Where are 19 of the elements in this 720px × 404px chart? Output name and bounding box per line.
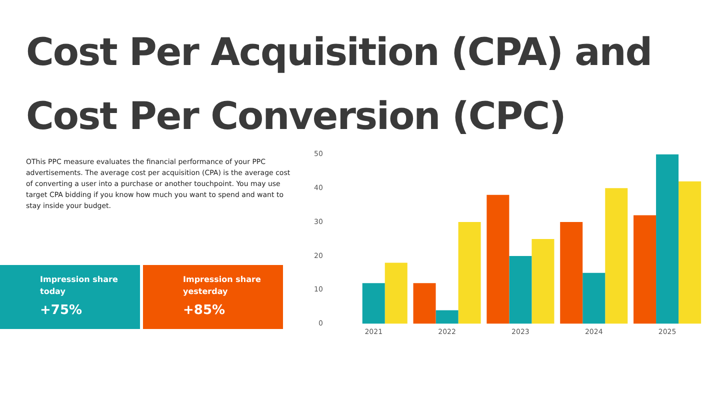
bar	[362, 283, 385, 324]
text: Impression share today	[40, 274, 119, 298]
bar	[486, 194, 510, 324]
text: +75%	[40, 303, 82, 318]
bar	[634, 215, 656, 324]
bar	[678, 181, 702, 324]
bar	[532, 239, 554, 324]
text: +85%	[183, 303, 226, 318]
bar	[509, 256, 532, 324]
bar	[436, 310, 458, 324]
bar	[384, 262, 408, 324]
bar	[458, 222, 481, 324]
chart-title: Cost Per Acquisition (CPA) and Cost Per Conversion (CPC)	[26, 29, 653, 140]
bar	[605, 188, 628, 324]
bar	[560, 222, 583, 324]
bar	[582, 272, 606, 324]
bar	[413, 283, 436, 324]
bar	[656, 154, 679, 324]
text: Impression share yesterday	[183, 274, 262, 298]
